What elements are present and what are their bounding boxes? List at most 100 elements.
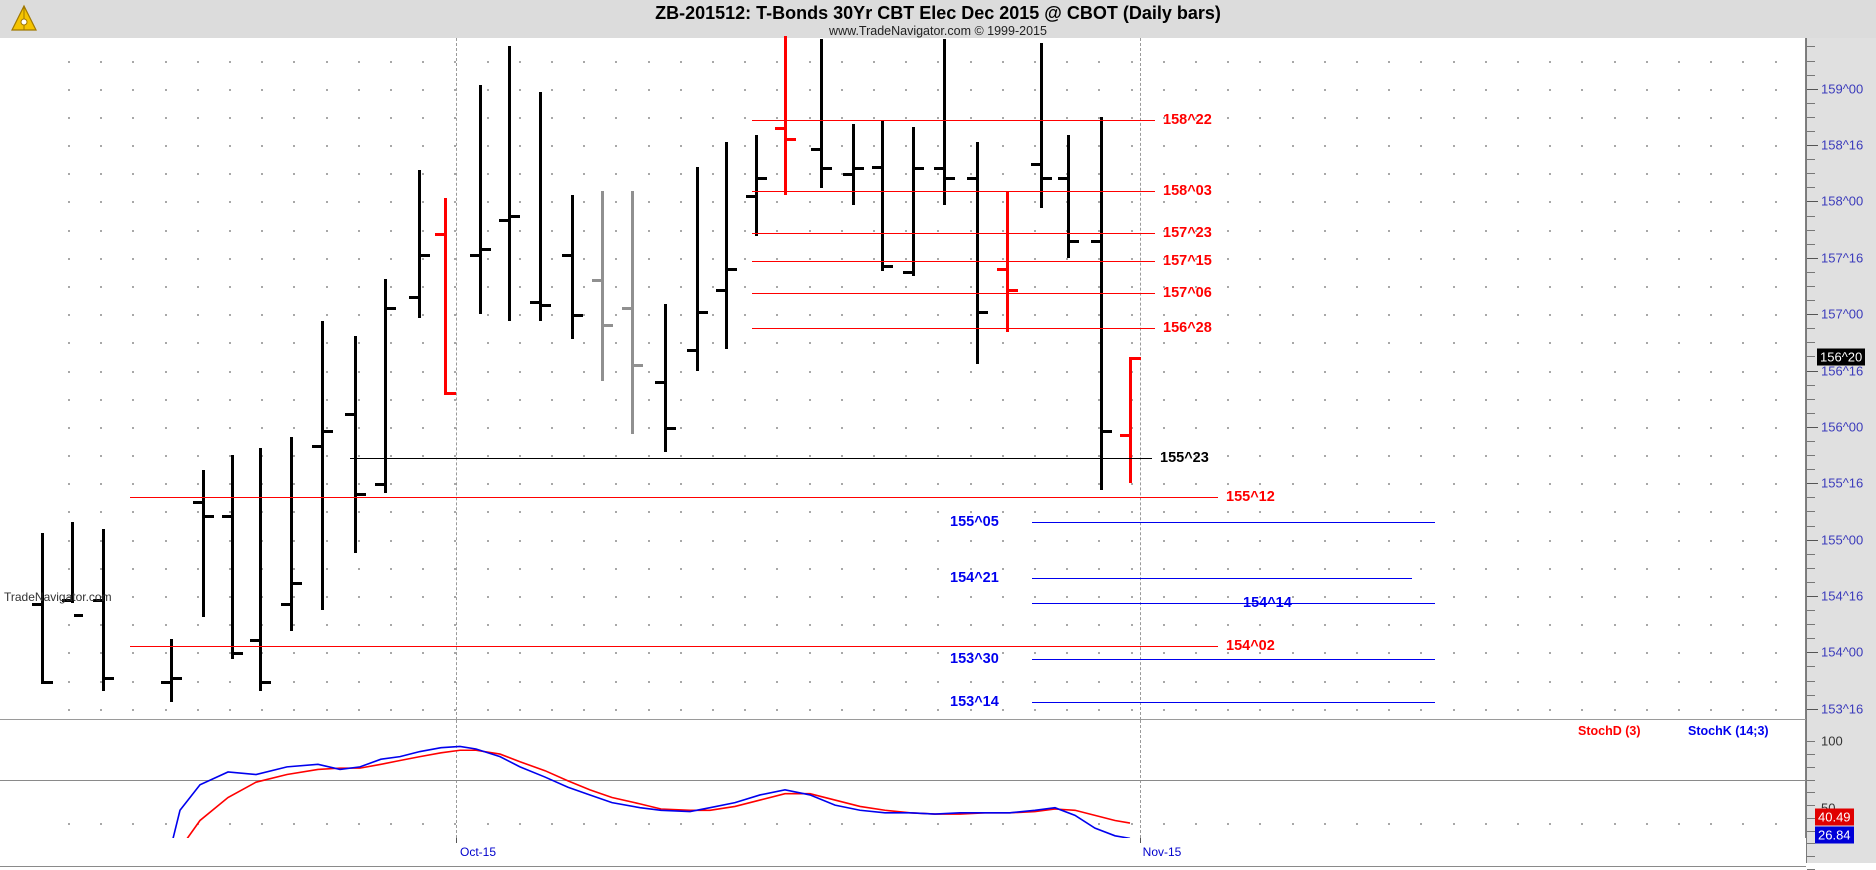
grid-dot [1002,455,1004,457]
grid-dot [1131,399,1133,401]
grid-dot [1388,89,1390,91]
ohlc-bar[interactable] [375,279,396,494]
ohlc-bar[interactable] [775,35,796,195]
study-line-red[interactable] [130,496,1218,498]
ohlc-bar[interactable] [435,198,456,396]
scale-tick [1807,356,1815,358]
study-line-blue[interactable] [1032,659,1435,661]
grid-dot [1388,483,1390,485]
study-line-red[interactable] [752,233,1155,235]
grid-dot [68,61,70,63]
grid-dot [648,399,650,401]
ohlc-bar[interactable] [811,39,832,188]
ohlc-bar[interactable] [281,437,302,631]
ohlc-bar[interactable] [1031,42,1052,209]
ohlc-bar[interactable] [409,169,430,318]
ohlc-bar[interactable] [32,532,53,684]
ohlc-bar[interactable] [934,39,955,205]
ohlc-bar[interactable] [1091,116,1112,491]
grid-dot [905,61,907,63]
ohlc-bar[interactable] [903,127,924,276]
grid-dot [1259,483,1261,485]
ohlc-bar[interactable] [1120,357,1141,484]
grid-dot [1420,455,1422,457]
grid-dot [293,258,295,260]
ohlc-bar[interactable] [250,448,271,691]
study-line-red[interactable] [752,292,1155,294]
ohlc-bar[interactable] [499,45,520,321]
ohlc-bar[interactable] [161,638,182,702]
stoch-k-line [37,745,1131,863]
ohlc-bar[interactable] [843,123,864,205]
grid-dot [1098,652,1100,654]
grid-dot [1710,540,1712,542]
price-scale[interactable]: 159^00 158^16 158^00 157^16 157^00 156^16 156^… [1806,38,1876,870]
grid-dot [615,596,617,598]
grid-dot [1646,117,1648,119]
ohlc-bar[interactable] [222,455,243,660]
study-line-red[interactable] [752,327,1155,329]
grid-dot [1775,61,1777,63]
grid-dot [358,652,360,654]
grid-dot [132,89,134,91]
bar-close-tick [511,214,520,218]
ohlc-bar[interactable] [312,320,333,610]
ohlc-bar[interactable] [562,194,583,339]
last-price-badge: 156^20 [1817,348,1866,366]
month-separator [456,38,457,720]
ohlc-bar[interactable] [967,141,988,364]
ohlc-bar[interactable] [592,191,613,381]
study-line-black[interactable] [350,458,1152,460]
grid-dot [1098,145,1100,147]
study-line-red[interactable] [130,645,1218,647]
ohlc-bar[interactable] [746,134,767,237]
grid-dot [261,511,263,513]
study-line-red[interactable] [752,191,1155,193]
grid-dot [519,173,521,175]
ohlc-bar[interactable] [716,141,737,350]
ohlc-bar[interactable] [470,85,491,315]
price-chart-pane[interactable]: 158^22 158^03 157^23 157^15 157^06 156^28 155^… [0,35,1806,720]
grid-dot [809,89,811,91]
study-line-red[interactable] [752,261,1155,263]
ohlc-bar[interactable] [872,120,893,272]
grid-dot [197,117,199,119]
grid-dot [1066,399,1068,401]
x-axis [0,838,1806,863]
study-line-red[interactable] [752,120,1155,122]
grid-dot [744,230,746,232]
ohlc-bar[interactable] [345,335,366,554]
grid-dot [648,173,650,175]
scale-tick [1807,412,1815,414]
grid-dot [1646,342,1648,344]
grid-dot [1549,540,1551,542]
grid-dot [551,511,553,513]
grid-dot [487,681,489,683]
ohlc-bar[interactable] [1058,134,1079,258]
grid-dot [648,89,650,91]
ohlc-bar[interactable] [62,521,83,618]
grid-dot [1710,427,1712,429]
study-line-blue[interactable] [1032,602,1435,604]
ohlc-bar[interactable] [622,191,643,434]
grid-dot [905,483,907,485]
ohlc-bar[interactable] [687,166,708,371]
ohlc-bar[interactable] [93,529,114,691]
ohlc-bar[interactable] [193,469,214,618]
study-line-label: 158^22 [1163,112,1212,129]
ohlc-bar[interactable] [530,92,551,321]
grid-dot [1485,624,1487,626]
study-line-blue[interactable] [1032,521,1435,523]
grid-dot [970,145,972,147]
grid-dot [1098,173,1100,175]
study-line-blue[interactable] [1032,577,1412,579]
grid-dot [1549,61,1551,63]
grid-dot [1485,823,1487,825]
scale-tick [1807,624,1815,626]
ohlc-bar[interactable] [655,304,676,452]
bar-open-tick [1091,239,1100,243]
study-line-blue[interactable] [1032,701,1435,703]
grid-dot [261,173,263,175]
grid-dot [1710,173,1712,175]
grid-dot [1453,314,1455,316]
